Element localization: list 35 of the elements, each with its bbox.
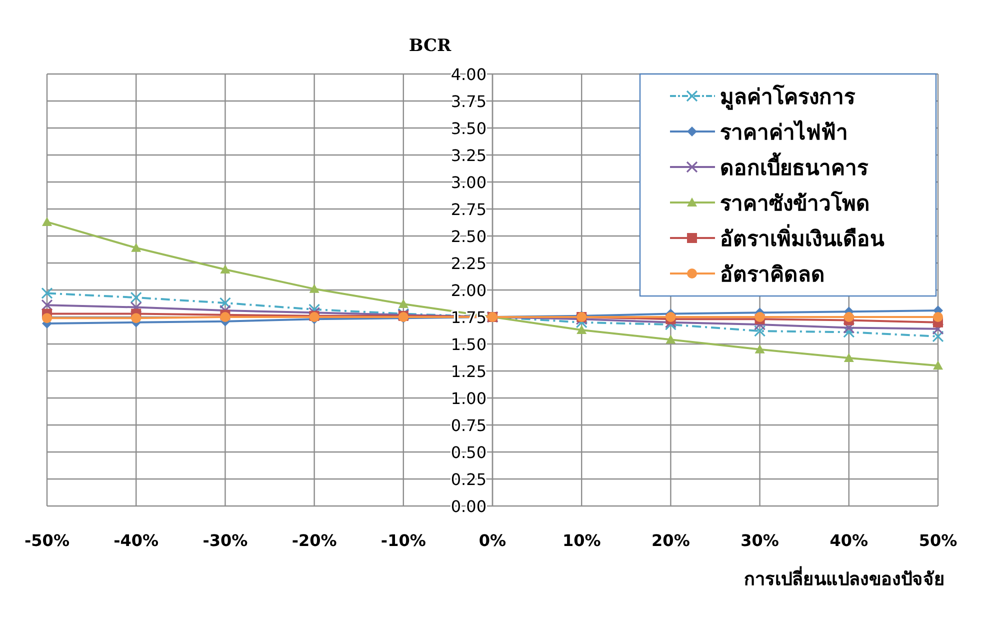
legend-label: มูลค่าโครงการ [720, 84, 856, 111]
x-tick-label: -40% [114, 531, 159, 550]
y-tick-label: 3.25 [450, 146, 486, 165]
y-tick-label: 3.00 [450, 173, 486, 192]
y-tick-label: 2.25 [450, 254, 486, 273]
chart-title: BCR [408, 36, 452, 56]
y-tick-label: 0.25 [450, 470, 486, 489]
y-tick-label: 4.00 [450, 65, 486, 84]
x-tick-label: -30% [202, 531, 248, 550]
legend-label: ราคาค่าไฟฟ้า [720, 120, 848, 144]
y-tick-label: 0.00 [450, 497, 486, 516]
x-tick-label: -20% [292, 531, 337, 550]
x-tick-label: -50% [24, 531, 70, 550]
y-tick-label: 0.75 [450, 416, 486, 435]
legend-label: ดอกเบี้ยธนาคาร [720, 152, 869, 180]
y-tick-label: 2.50 [450, 227, 486, 246]
y-tick-label: 1.25 [450, 362, 486, 381]
y-tick-label: 3.50 [450, 119, 486, 138]
y-tick-label: 3.75 [450, 92, 486, 111]
y-tick-label: 0.50 [450, 443, 486, 462]
x-tick-label: 20% [652, 531, 690, 550]
y-tick-label: 1.00 [450, 389, 486, 408]
x-tick-label: -10% [380, 531, 426, 550]
x-tick-label: 50% [918, 531, 958, 550]
legend-label: อัตราเพิ่มเงินเดือน [720, 223, 885, 251]
y-tick-label: 2.00 [450, 281, 486, 300]
legend-label: ราคาซังข้าวโพด [720, 190, 870, 216]
x-tick-label: 10% [562, 531, 601, 550]
x-axis-title: การเปลี่ยนแปลงของปัจจัย [744, 566, 945, 590]
y-tick-label: 2.75 [450, 200, 486, 219]
x-tick-label: 30% [740, 531, 779, 550]
legend-label: อัตราคิดลด [720, 262, 825, 286]
x-tick-label: 0% [478, 531, 506, 550]
x-tick-label: 40% [830, 531, 868, 550]
y-tick-label: 1.50 [450, 335, 486, 354]
